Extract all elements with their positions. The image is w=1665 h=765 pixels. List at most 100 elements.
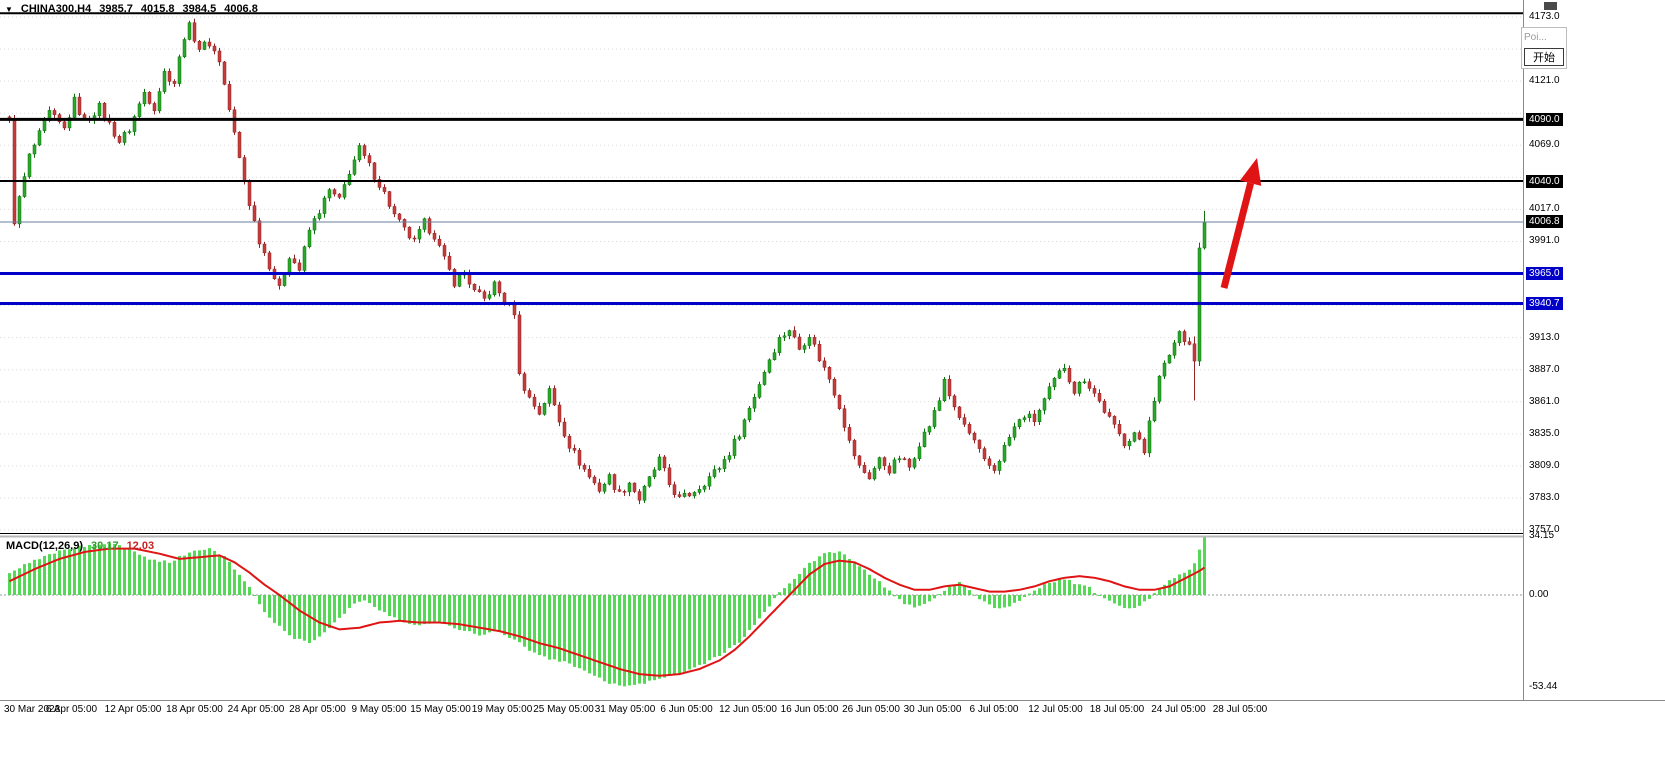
- macd-bar: [628, 595, 631, 686]
- candle: [847, 424, 852, 444]
- candle: [957, 406, 962, 420]
- macd-bar: [883, 587, 886, 595]
- macd-bar: [918, 595, 921, 606]
- candle: [712, 465, 717, 479]
- macd-bar: [483, 595, 486, 635]
- macd-bar: [838, 551, 841, 595]
- time-axis[interactable]: 30 Mar 2023 6 Apr 05:00 12 Apr 05:00 18 Apr…: [0, 700, 1665, 765]
- macd-bar: [788, 583, 791, 595]
- candle: [877, 456, 882, 471]
- candle: [322, 195, 327, 218]
- macd-bar: [1188, 569, 1191, 595]
- candle: [952, 394, 957, 411]
- macd-bar: [1053, 582, 1056, 595]
- trend-arrow-annotation[interactable]: [1220, 158, 1262, 289]
- candle: [152, 101, 157, 115]
- macd-bar: [833, 552, 836, 595]
- candle: [1047, 382, 1052, 401]
- candle: [1142, 437, 1147, 456]
- candle: [237, 131, 242, 159]
- candle: [722, 455, 727, 472]
- candle: [792, 326, 797, 339]
- candle: [267, 250, 272, 272]
- candle: [1072, 381, 1077, 396]
- macd-bar: [763, 595, 766, 612]
- macd-bar: [128, 549, 131, 595]
- candle: [707, 472, 712, 490]
- macd-bar: [568, 595, 571, 664]
- candle: [262, 241, 267, 256]
- macd-bar: [478, 595, 481, 636]
- macd-bar: [113, 544, 116, 595]
- candle: [1017, 418, 1022, 430]
- candle: [1132, 431, 1137, 443]
- macd-bar: [348, 595, 351, 608]
- macd-bar: [1058, 578, 1061, 595]
- macd-bar: [223, 556, 226, 595]
- macd-bar: [123, 548, 126, 595]
- start-button[interactable]: 开始: [1524, 48, 1564, 66]
- price-tick-label: 3913.0: [1529, 331, 1560, 343]
- macd-bar: [368, 595, 371, 604]
- macd-bar: [743, 595, 746, 637]
- candle: [72, 93, 77, 120]
- candle: [902, 456, 907, 461]
- macd-bar: [1093, 592, 1096, 595]
- macd-scale-label: 34.15: [1529, 530, 1555, 542]
- candle: [1057, 368, 1062, 380]
- candle: [627, 481, 632, 497]
- price-tick-label: 3835.0: [1529, 427, 1560, 439]
- macd-bar: [553, 595, 556, 660]
- macd-bar: [803, 567, 806, 595]
- candle: [942, 377, 947, 403]
- macd-bar: [298, 595, 301, 639]
- macd-bar: [258, 595, 261, 605]
- candle: [617, 485, 622, 493]
- time-axis-label: 12 Jul 05:00: [1028, 704, 1083, 715]
- macd-bar: [573, 595, 576, 667]
- macd-bar: [1163, 584, 1166, 595]
- price-line-label: 4090.0: [1526, 112, 1563, 126]
- floating-panel-text: Poi...: [1524, 32, 1547, 43]
- macd-bar: [873, 578, 876, 595]
- macd-bar: [293, 595, 296, 640]
- candle: [592, 475, 597, 486]
- macd-bar: [1153, 593, 1156, 595]
- candle: [197, 40, 202, 53]
- candle: [697, 485, 702, 495]
- candle: [147, 91, 152, 105]
- macd-bar: [1033, 590, 1036, 595]
- candle: [112, 120, 117, 139]
- macd-bar: [453, 595, 456, 629]
- macd-bar: [1193, 563, 1196, 595]
- macd-bar: [423, 595, 426, 625]
- time-axis-label: 15 May 05:00: [410, 704, 471, 715]
- macd-bar: [233, 569, 236, 595]
- macd-bar: [1168, 580, 1171, 595]
- candle: [1177, 330, 1182, 347]
- macd-bar: [13, 570, 16, 595]
- macd-bar: [133, 551, 136, 595]
- macd-bar: [58, 550, 61, 595]
- candle: [1147, 416, 1152, 458]
- price-axis[interactable]: 4173.0 4121.0 4069.0 4017.0 3991.0 3913.0 3887…: [1523, 0, 1665, 700]
- candle: [1052, 376, 1057, 391]
- macd-bar: [138, 554, 141, 595]
- macd-bar: [893, 595, 896, 597]
- candle: [167, 68, 172, 86]
- candle: [192, 18, 197, 44]
- macd-bar: [153, 559, 156, 595]
- candle: [457, 273, 462, 288]
- macd-bar: [363, 595, 366, 601]
- macd-bar: [148, 559, 151, 595]
- macd-bar: [1013, 595, 1016, 603]
- chart-canvas[interactable]: [0, 0, 1523, 700]
- price-tick-label: 3757.0: [1529, 524, 1560, 535]
- macd-bar: [903, 595, 906, 605]
- candle: [202, 40, 207, 51]
- candle: [77, 93, 82, 116]
- macd-bar: [813, 561, 816, 595]
- macd-bar: [418, 595, 421, 626]
- macd-bar: [1003, 595, 1006, 608]
- macd-signal-line: [9, 547, 1206, 677]
